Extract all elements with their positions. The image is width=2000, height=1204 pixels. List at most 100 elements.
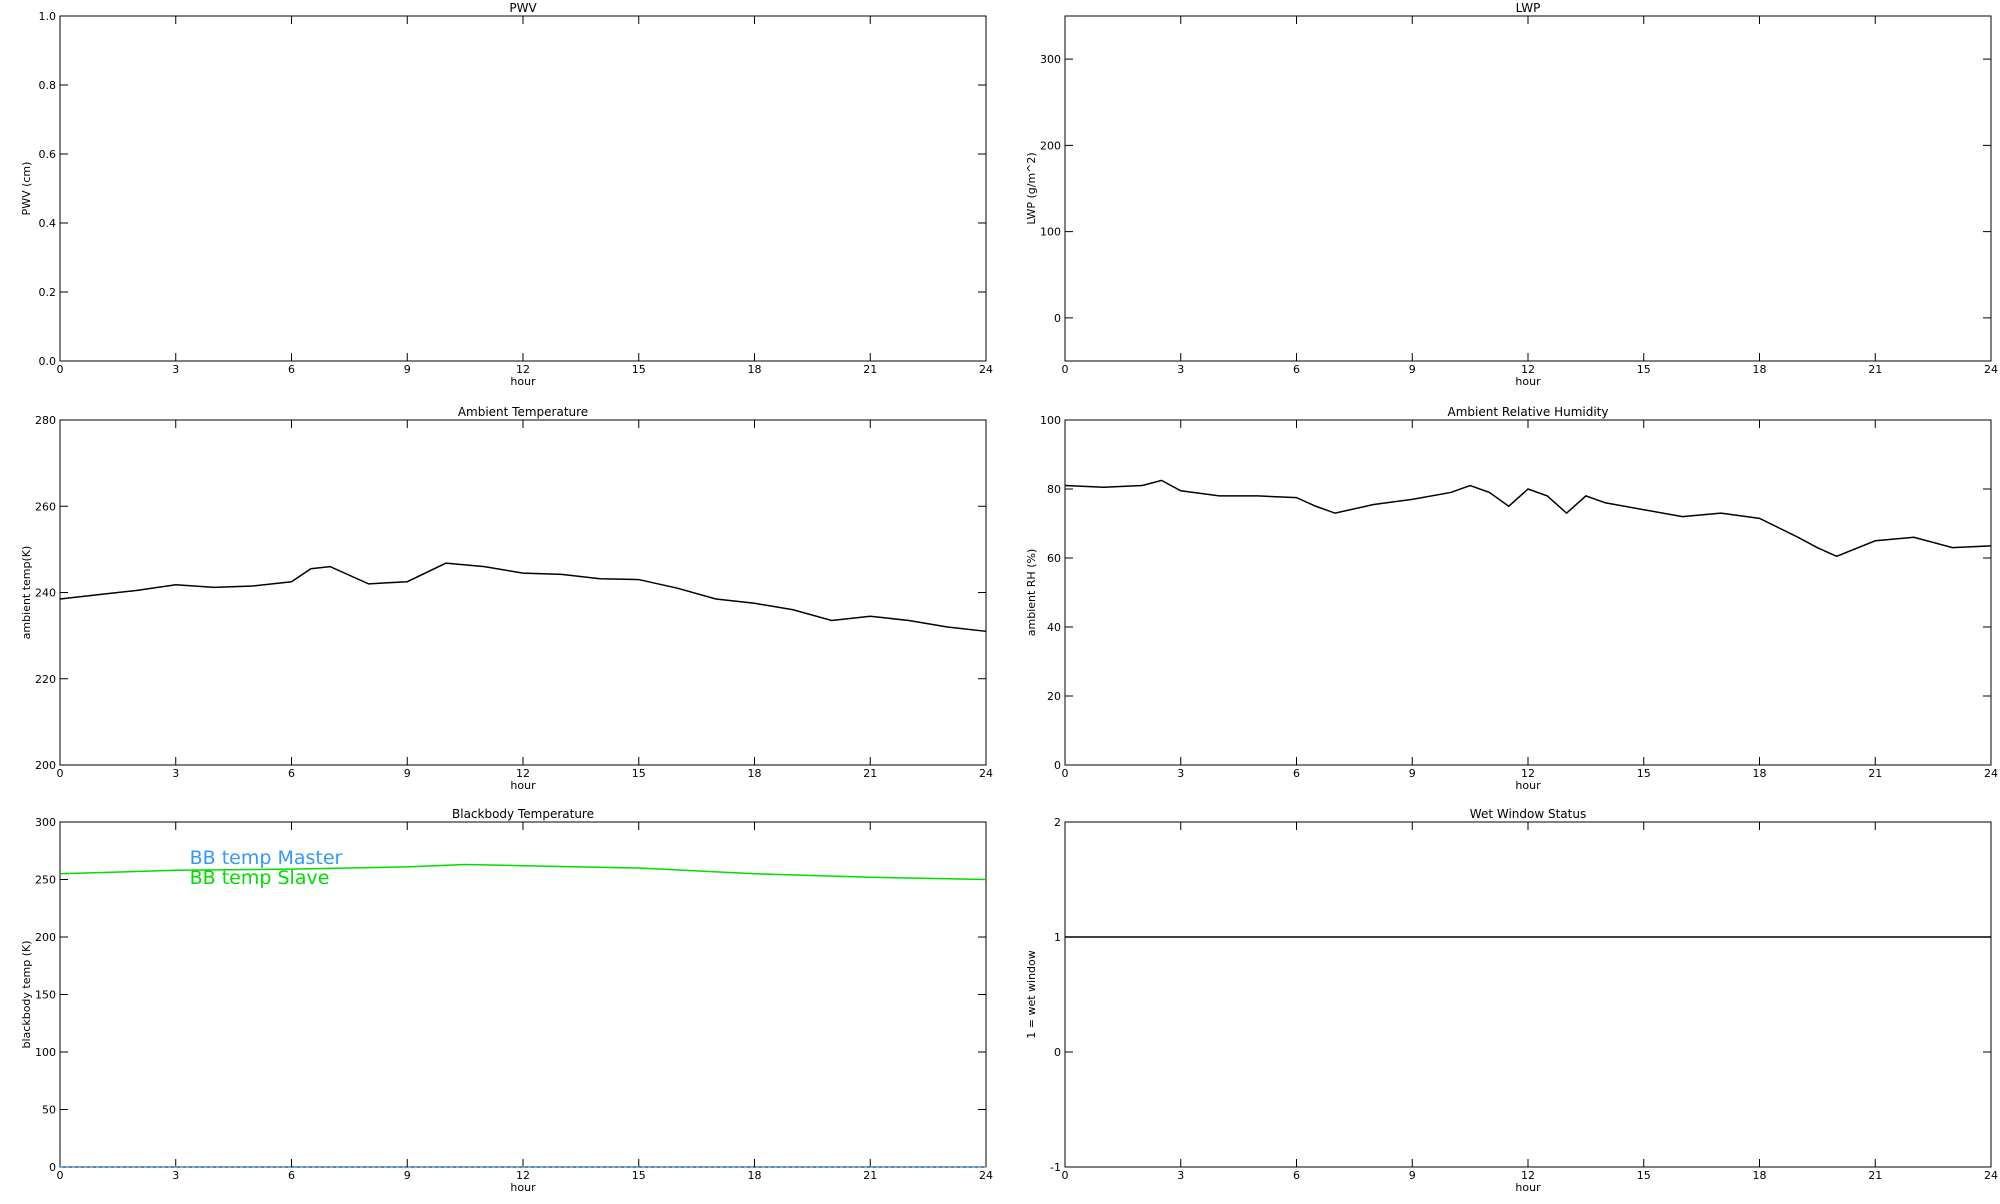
x-tick-label: 15 [632,767,646,780]
y-tick-label: 200 [35,931,56,944]
data-line [59,562,987,633]
x-tick-label: 24 [979,767,993,780]
x-tick-label: 15 [632,1169,646,1182]
x-tick-label: 3 [172,363,179,376]
x-tick-label: 18 [748,363,762,376]
plot-frame [59,15,987,362]
y-tick-label: 100 [35,1046,56,1059]
x-tick-label: 24 [1984,767,1998,780]
x-tick-label: 12 [516,1169,530,1182]
x-tick-label: 18 [1753,363,1767,376]
data-line [1064,479,1992,558]
x-tick-label: 12 [1521,363,1535,376]
x-tick-label: 3 [1177,767,1184,780]
x-tick-label: 0 [1062,767,1069,780]
chart-panel: Wet Window Status hour 1 = wet window 0 3 6 9 1… [1025,807,1998,1194]
chart-panel: Ambient Temperature hour ambient temp(K) 0 3… [20,405,993,792]
x-tick-label: 15 [1637,1169,1651,1182]
y-tick-label: 0 [1054,312,1061,325]
x-tick-label: 0 [57,1169,64,1182]
y-tick-label: 50 [42,1104,56,1117]
x-tick-label: 18 [1753,1169,1767,1182]
x-tick-label: 24 [1984,363,1998,376]
x-tick-label: 15 [1637,363,1651,376]
y-tick-label: 0.8 [39,79,57,92]
y-axis-label: ambient RH (%) [1025,549,1038,637]
x-tick-label: 15 [1637,767,1651,780]
x-tick-label: 0 [1062,1169,1069,1182]
x-tick-label: 3 [172,1169,179,1182]
chart-panel: PWV hour PWV (cm) 0 3 6 9 12 15 18 21 24 0.0 0.2 0.4 0.… [20,1,993,388]
y-tick-label: 1.0 [39,10,57,23]
x-tick-label: 6 [288,767,295,780]
x-axis-label: hour [1515,375,1541,388]
x-tick-label: 3 [1177,1169,1184,1182]
x-tick-label: 24 [1984,1169,1998,1182]
y-tick-label: 300 [35,816,56,829]
x-tick-label: 3 [1177,363,1184,376]
y-tick-label: -1 [1050,1161,1061,1174]
x-tick-label: 6 [1293,363,1300,376]
y-tick-label: 200 [1040,139,1061,152]
y-tick-label: 1 [1054,931,1061,944]
y-tick-label: 0.0 [39,355,57,368]
legend-entry: BB temp Slave [190,867,330,889]
y-tick-label: 150 [35,989,56,1002]
x-tick-label: 9 [1409,1169,1416,1182]
chart-title: Ambient Temperature [458,405,588,419]
plot-frame [1064,419,1992,766]
x-tick-label: 6 [288,363,295,376]
x-tick-label: 6 [1293,1169,1300,1182]
plot-frame [59,419,987,766]
y-axis-label: 1 = wet window [1025,950,1038,1039]
data-line [59,863,987,881]
y-tick-label: 300 [1040,53,1061,66]
y-tick-label: 60 [1047,552,1061,565]
y-axis-label: LWP (g/m^2) [1025,152,1038,224]
x-tick-label: 6 [1293,767,1300,780]
x-tick-label: 21 [863,767,877,780]
x-tick-label: 12 [516,363,530,376]
x-tick-label: 0 [1062,363,1069,376]
y-tick-label: 2 [1054,816,1061,829]
y-tick-label: 40 [1047,621,1061,634]
chart-title: LWP [1516,1,1541,15]
y-tick-label: 100 [1040,226,1061,239]
x-tick-label: 21 [1868,1169,1882,1182]
x-tick-label: 21 [863,363,877,376]
y-tick-label: 0.6 [39,148,57,161]
y-tick-label: 220 [35,673,56,686]
x-tick-label: 9 [404,767,411,780]
plot-frame [1064,15,1992,362]
y-tick-label: 20 [1047,690,1061,703]
y-tick-label: 100 [1040,414,1061,427]
x-axis-label: hour [1515,779,1541,792]
y-axis-label: blackbody temp (K) [20,941,33,1049]
x-tick-label: 6 [288,1169,295,1182]
y-tick-label: 80 [1047,483,1061,496]
x-tick-label: 21 [863,1169,877,1182]
chart-panel: Blackbody Temperature hour blackbody temp … [20,807,993,1194]
x-tick-label: 18 [1753,767,1767,780]
y-tick-label: 240 [35,587,56,600]
x-tick-label: 0 [57,767,64,780]
x-tick-label: 0 [57,363,64,376]
chart-title: Ambient Relative Humidity [1448,405,1609,419]
x-tick-label: 15 [632,363,646,376]
y-tick-label: 0 [1054,1046,1061,1059]
x-axis-label: hour [510,1181,536,1194]
y-tick-label: 0 [49,1161,56,1174]
x-tick-label: 24 [979,363,993,376]
x-tick-label: 9 [404,1169,411,1182]
x-tick-label: 9 [1409,363,1416,376]
x-tick-label: 9 [1409,767,1416,780]
x-tick-label: 18 [748,767,762,780]
x-tick-label: 21 [1868,767,1882,780]
legend-entry: BB temp Master [190,847,343,869]
x-axis-label: hour [510,375,536,388]
y-tick-label: 200 [35,759,56,772]
y-tick-label: 0 [1054,759,1061,772]
x-tick-label: 18 [748,1169,762,1182]
y-tick-label: 250 [35,874,56,887]
